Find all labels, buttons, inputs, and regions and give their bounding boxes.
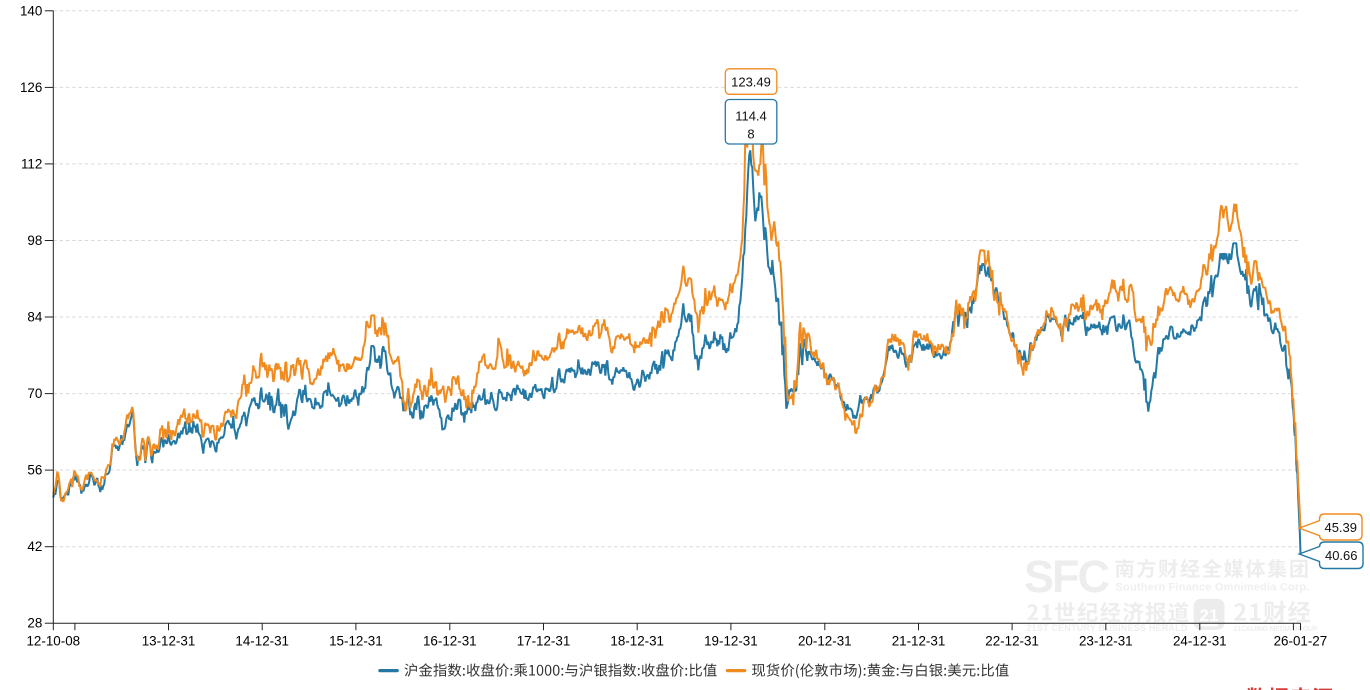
- svg-text:56: 56: [27, 463, 42, 478]
- svg-text:18-12-31: 18-12-31: [610, 634, 664, 649]
- svg-text:23-12-31: 23-12-31: [1079, 634, 1133, 649]
- svg-text:40.66: 40.66: [1325, 548, 1358, 563]
- svg-text:70: 70: [27, 386, 42, 401]
- svg-text:15-12-31: 15-12-31: [329, 634, 383, 649]
- svg-text:17-12-31: 17-12-31: [517, 634, 571, 649]
- svg-text:12-10-08: 12-10-08: [26, 634, 80, 649]
- svg-text:45.39: 45.39: [1324, 520, 1357, 535]
- svg-text:20-12-31: 20-12-31: [798, 634, 852, 649]
- svg-text:98: 98: [27, 233, 42, 248]
- svg-text:13-12-31: 13-12-31: [142, 634, 196, 649]
- svg-text:21: 21: [1200, 606, 1219, 625]
- svg-text:22-12-31: 22-12-31: [985, 634, 1039, 649]
- svg-text:123.49: 123.49: [731, 75, 771, 90]
- svg-text:42: 42: [27, 539, 42, 554]
- svg-text:21ST CENTURY BUSINESS HERALD: 21ST CENTURY BUSINESS HERALD: [1026, 623, 1187, 633]
- svg-text:84: 84: [27, 310, 42, 325]
- svg-text:19-12-31: 19-12-31: [704, 634, 758, 649]
- svg-text:28: 28: [27, 616, 42, 631]
- svg-text:114.4: 114.4: [735, 109, 767, 124]
- svg-text:8: 8: [747, 127, 754, 142]
- svg-text:112: 112: [21, 156, 42, 171]
- svg-text:16-12-31: 16-12-31: [423, 634, 477, 649]
- svg-text:140: 140: [20, 3, 42, 18]
- svg-text:126: 126: [20, 80, 42, 95]
- svg-text:21-12-31: 21-12-31: [892, 634, 946, 649]
- svg-text:24-12-31: 24-12-31: [1173, 634, 1227, 649]
- svg-text:SFC: SFC: [1024, 551, 1110, 602]
- svg-text:14-12-31: 14-12-31: [235, 634, 289, 649]
- svg-text:26-01-27: 26-01-27: [1274, 634, 1328, 649]
- svg-text:Southern Finance Omnimedia Cor: Southern Finance Omnimedia Corp.: [1116, 582, 1310, 594]
- svg-text:21CAIJING MEDIA GROUP: 21CAIJING MEDIA GROUP: [1234, 626, 1318, 633]
